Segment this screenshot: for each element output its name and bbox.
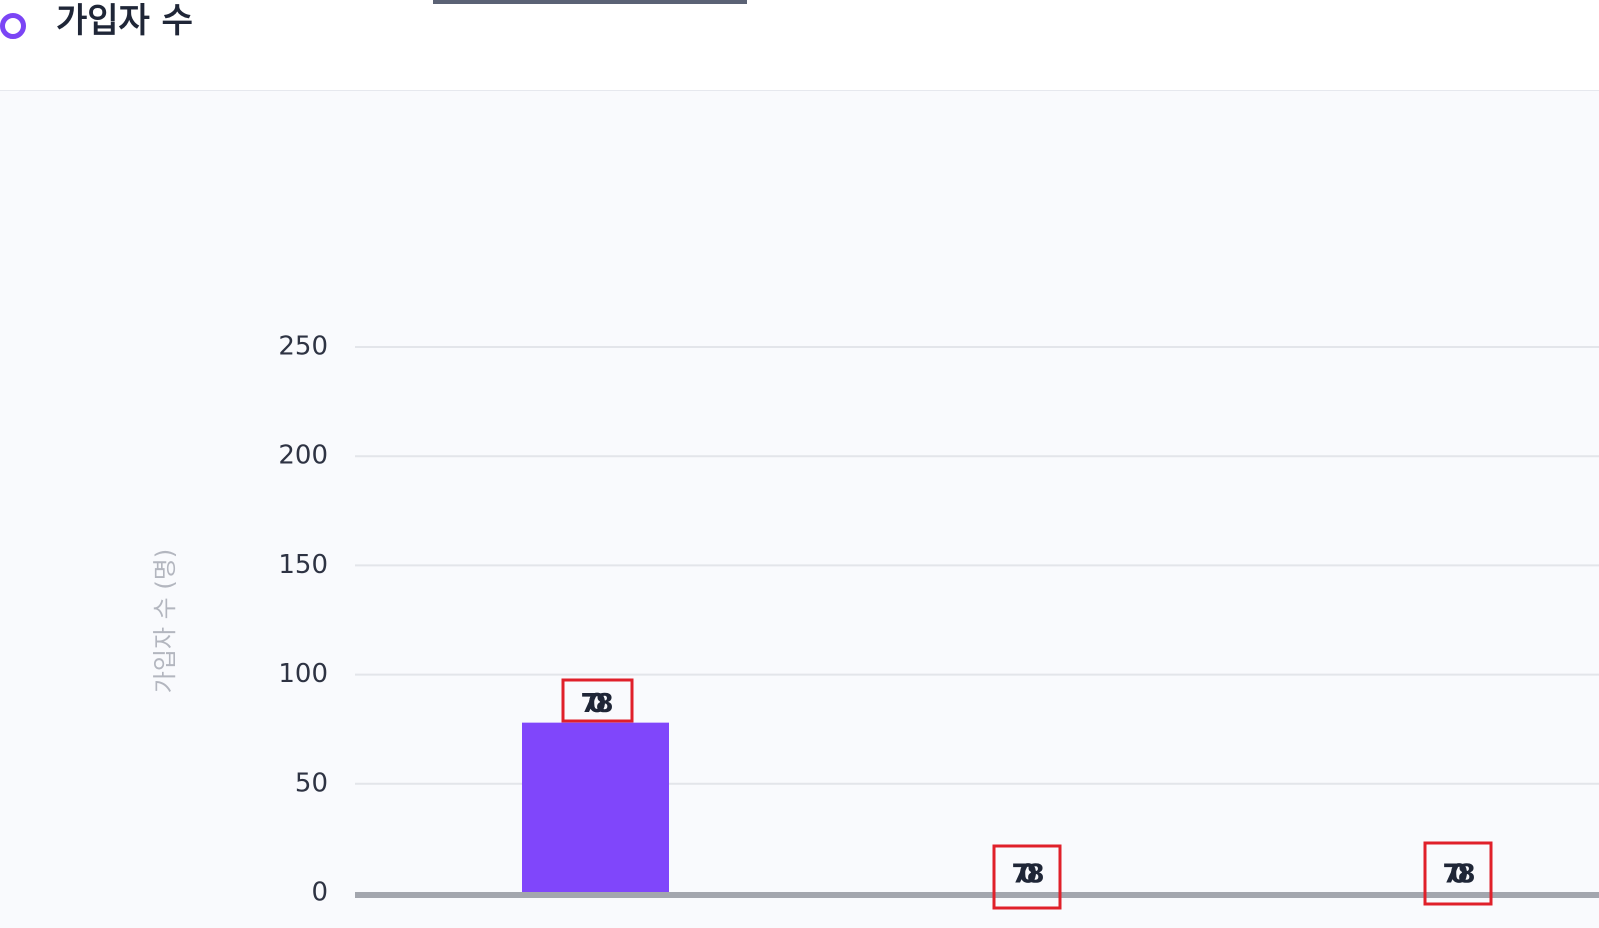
title-icon	[0, 13, 26, 39]
data-label: 0	[588, 689, 605, 719]
data-label: 78	[580, 689, 612, 719]
highlight-box	[992, 844, 1062, 910]
bar	[522, 722, 669, 893]
data-label: 0	[1019, 860, 1036, 890]
y-tick-label: 0	[311, 878, 328, 908]
y-tick-label: 100	[278, 659, 328, 689]
tab-indicator	[433, 0, 747, 4]
y-axis-label: 가입자 수 (명)	[151, 549, 179, 693]
y-tick-label: 200	[278, 441, 328, 471]
data-label: 0	[1450, 860, 1467, 890]
highlight-box	[1423, 841, 1493, 906]
header: 가입자 수	[0, 0, 1599, 91]
y-tick-label: 250	[278, 332, 328, 362]
chart-background	[0, 91, 1599, 928]
data-label: 0	[588, 689, 605, 719]
section-title: 가입자 수	[56, 1, 193, 41]
y-tick-label: 150	[278, 550, 328, 580]
data-label: 0	[1019, 860, 1036, 890]
data-label: 78	[1442, 860, 1474, 890]
y-tick-label: 50	[295, 768, 328, 798]
highlight-box	[561, 678, 634, 723]
data-label: 78	[1011, 860, 1043, 890]
data-label: 0	[1450, 860, 1467, 890]
